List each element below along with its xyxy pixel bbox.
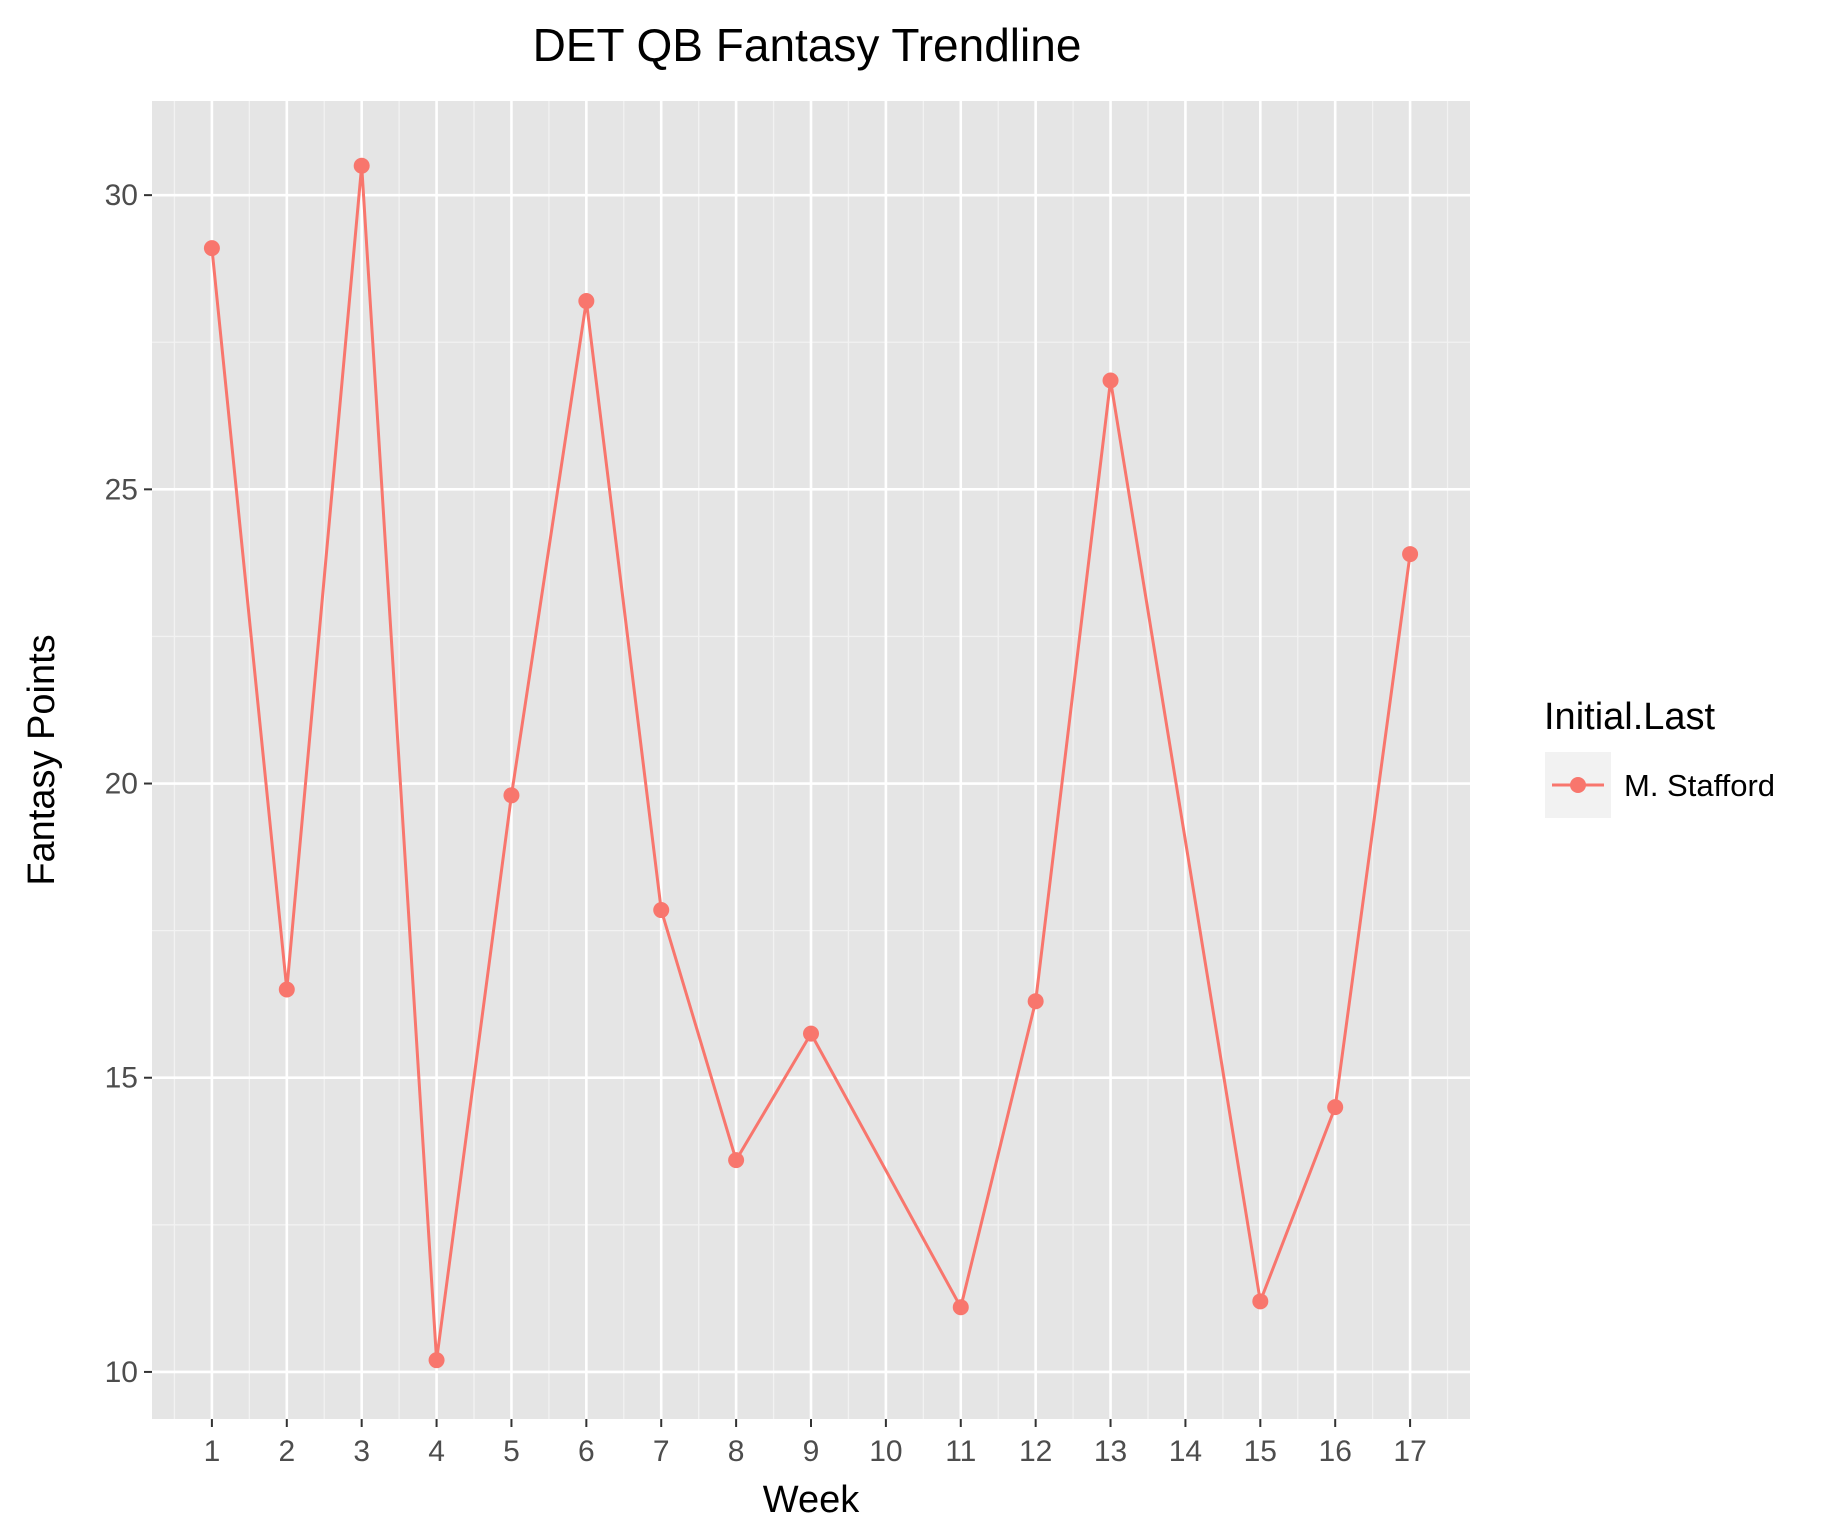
x-tick-label: 5 (503, 1435, 520, 1468)
x-axis: 1 2 3 4 5 6 7 8 9 10 11 12 13 14 15 16 17 (204, 1419, 1427, 1468)
y-tick-label: 15 (105, 1062, 138, 1095)
data-point (428, 1352, 445, 1369)
data-point (1027, 993, 1044, 1010)
x-tick-label: 15 (1244, 1435, 1277, 1468)
y-tick-label: 10 (105, 1356, 138, 1389)
x-tick-label: 8 (728, 1435, 745, 1468)
y-axis: 10 15 20 25 30 (105, 179, 152, 1389)
data-point (1252, 1293, 1269, 1310)
y-axis-title: Fantasy Points (21, 634, 63, 885)
data-point (653, 902, 670, 919)
y-tick-label: 25 (105, 473, 138, 506)
x-tick-label: 3 (353, 1435, 370, 1468)
data-point (952, 1299, 969, 1316)
data-point (578, 293, 595, 310)
major-gridlines (152, 101, 1470, 1419)
x-tick-label: 17 (1393, 1435, 1426, 1468)
data-point (728, 1152, 745, 1169)
data-point (353, 157, 370, 174)
x-tick-label: 7 (653, 1435, 670, 1468)
data-point (278, 981, 295, 998)
x-tick-label: 14 (1169, 1435, 1202, 1468)
data-point (1402, 546, 1419, 563)
data-point (203, 240, 220, 257)
x-tick-label: 12 (1019, 1435, 1052, 1468)
x-tick-label: 13 (1094, 1435, 1127, 1468)
x-tick-label: 4 (428, 1435, 445, 1468)
chart-title: DET QB Fantasy Trendline (533, 19, 1082, 71)
legend: Initial.Last M. Stafford (1544, 696, 1775, 818)
x-tick-label: 16 (1319, 1435, 1352, 1468)
legend-title: Initial.Last (1544, 696, 1716, 738)
x-axis-title: Week (763, 1479, 860, 1521)
x-tick-label: 1 (204, 1435, 221, 1468)
data-point (1102, 372, 1119, 389)
x-tick-label: 11 (945, 1435, 976, 1468)
x-tick-label: 9 (803, 1435, 820, 1468)
data-point (503, 787, 520, 804)
legend-label: M. Stafford (1624, 768, 1775, 803)
y-tick-label: 20 (105, 768, 138, 801)
series-layer (203, 157, 1419, 1369)
legend-key-point (1570, 777, 1586, 793)
x-tick-label: 2 (278, 1435, 295, 1468)
y-tick-label: 30 (105, 179, 138, 212)
x-tick-label: 6 (578, 1435, 595, 1468)
x-tick-label: 10 (869, 1435, 902, 1468)
data-point (1327, 1099, 1344, 1116)
data-point (803, 1025, 819, 1042)
